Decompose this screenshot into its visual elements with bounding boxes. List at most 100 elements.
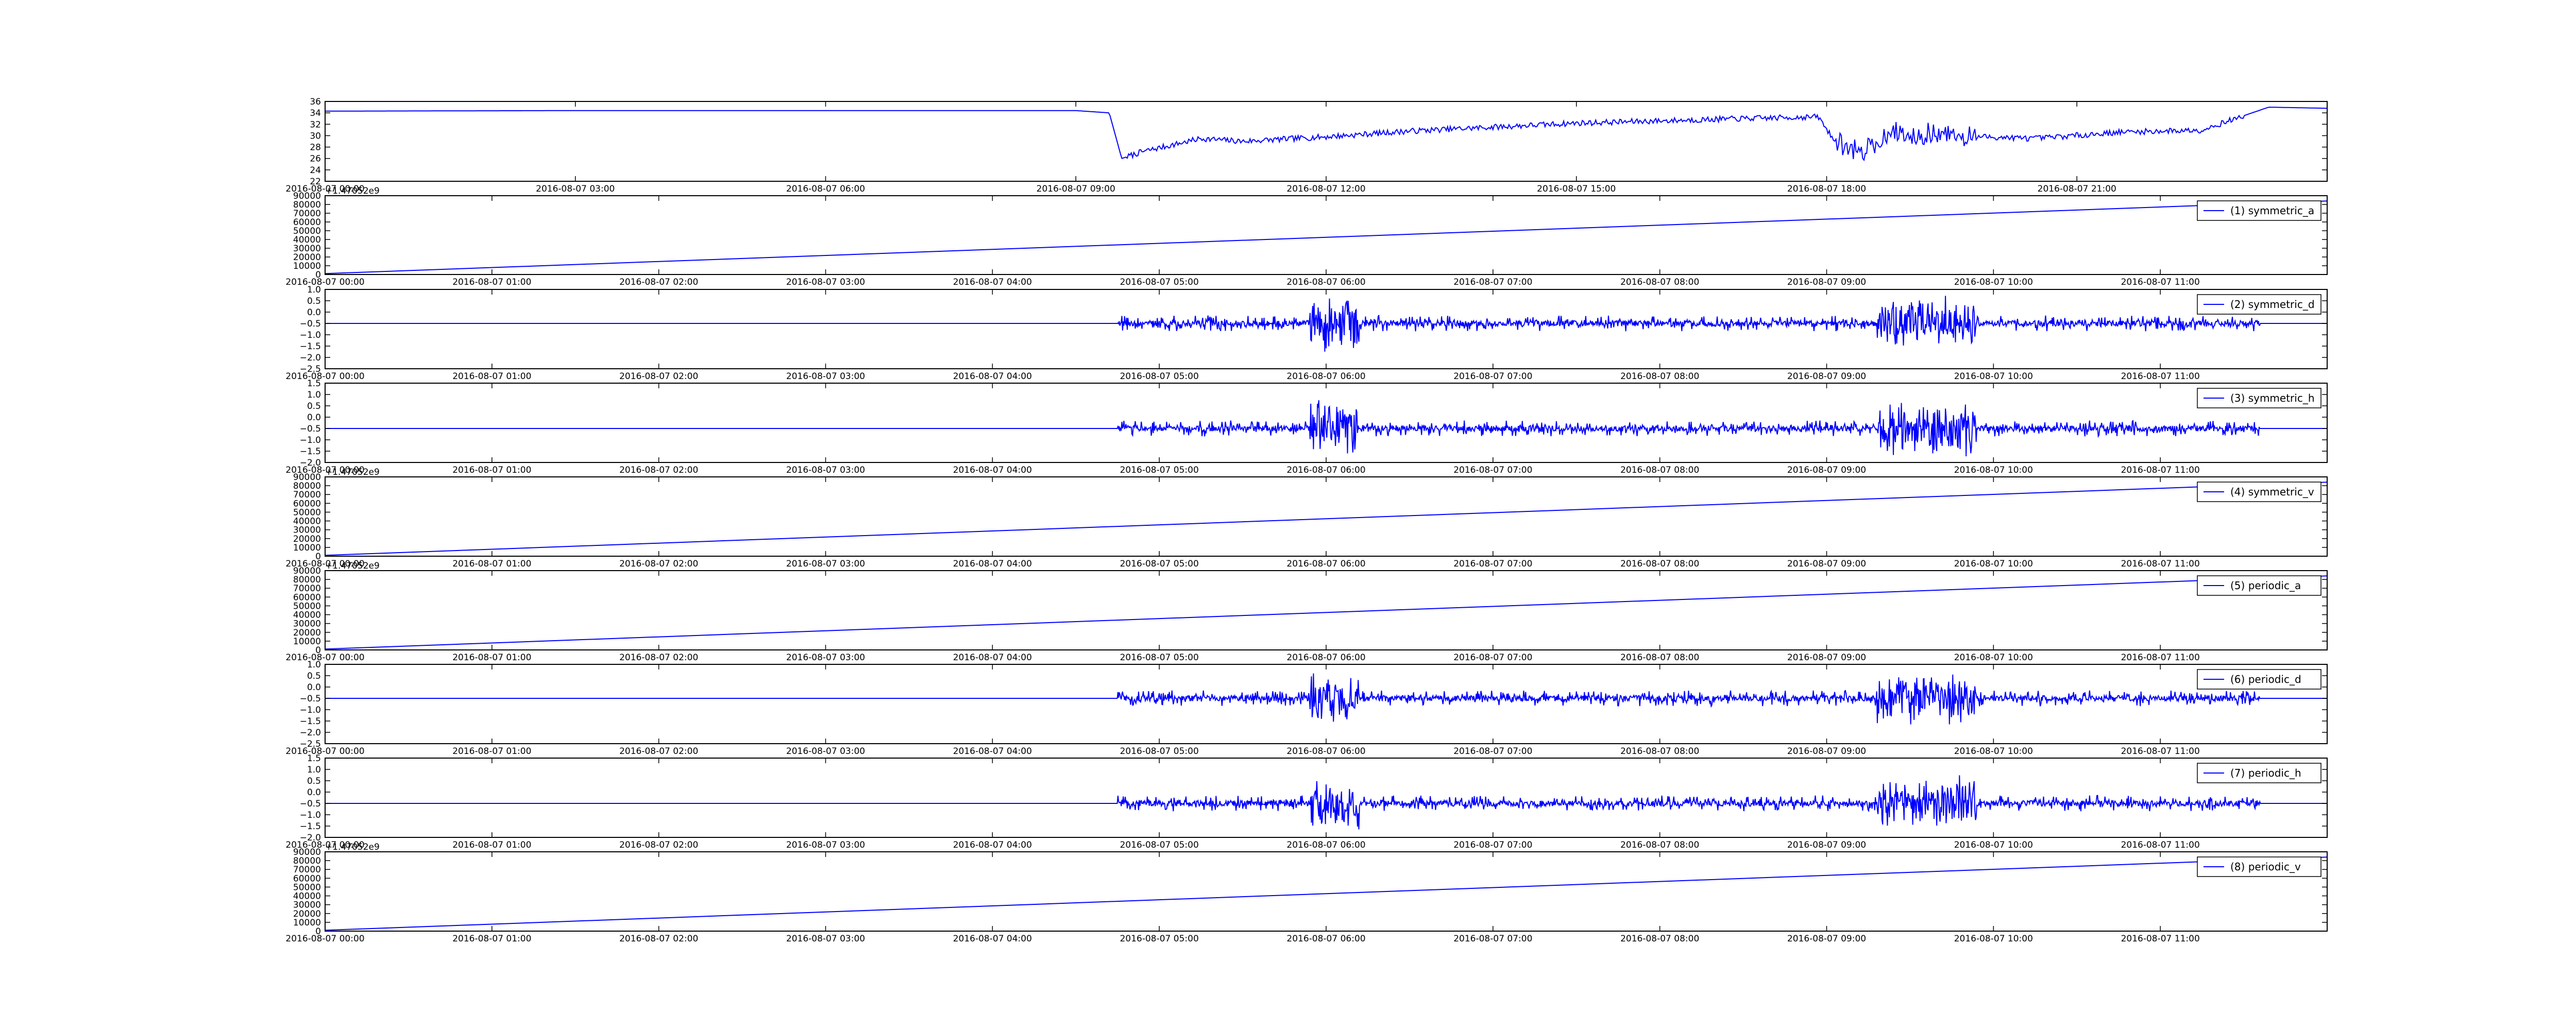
x-tick-label: 2016-08-07 04:00 — [953, 840, 1032, 850]
x-tick-label: 2016-08-07 01:00 — [452, 277, 531, 287]
y-tick-label: 10000 — [293, 637, 321, 647]
y-tick-label: 24 — [310, 165, 321, 176]
x-tick-label: 2016-08-07 00:00 — [285, 371, 364, 382]
x-tick-label: 2016-08-07 11:00 — [2121, 371, 2200, 382]
x-tick-label: 2016-08-07 01:00 — [452, 465, 531, 475]
series-line — [325, 775, 2327, 830]
x-tick-label: 2016-08-07 11:00 — [2121, 465, 2200, 475]
y-tick-label: 90000 — [293, 191, 321, 201]
x-tick-label: 2016-08-07 09:00 — [1787, 371, 1866, 382]
x-tick-label: 2016-08-07 03:00 — [786, 371, 865, 382]
x-tick-label: 2016-08-07 09:00 — [1787, 934, 1866, 944]
x-tick-label: 2016-08-07 02:00 — [619, 934, 698, 944]
y-tick-label: 28 — [310, 143, 321, 153]
x-tick-label: 2016-08-07 03:00 — [786, 559, 865, 569]
y-tick-label: 90000 — [293, 847, 321, 857]
x-tick-label: 2016-08-07 02:00 — [619, 559, 698, 569]
legend-label: (1) symmetric_a — [2230, 204, 2314, 217]
y-tick-label: 70000 — [293, 583, 321, 594]
x-tick-label: 2016-08-07 07:00 — [1453, 371, 1532, 382]
chart-panel: −2.5−2.0−1.5−1.0−0.50.00.51.0 2016-08-07 … — [285, 285, 2328, 382]
x-tick-label: 2016-08-07 00:00 — [285, 746, 364, 757]
y-tick-label: 60000 — [293, 217, 321, 228]
legend: (4) symmetric_v — [2197, 482, 2321, 502]
legend: (7) periodic_h — [2197, 763, 2321, 783]
x-tick-label: 2016-08-07 04:00 — [953, 559, 1032, 569]
y-tick-label: 0.5 — [307, 401, 321, 411]
y-tick-label: −0.5 — [300, 319, 321, 329]
y-tick-label: 30000 — [293, 900, 321, 911]
x-tick-label: 2016-08-07 05:00 — [1120, 653, 1199, 663]
y-tick-label: 90000 — [293, 566, 321, 576]
x-tick-label: 2016-08-07 00:00 — [285, 277, 364, 287]
x-tick-label: 2016-08-07 08:00 — [1620, 934, 1699, 944]
chart-panel: −2.0−1.5−1.0−0.50.00.51.01.5 2016-08-07 0… — [285, 753, 2328, 850]
y-tick-label: 0.5 — [307, 671, 321, 681]
x-tick-label: 2016-08-07 06:00 — [1286, 465, 1365, 475]
x-tick-label: 2016-08-07 09:00 — [1037, 184, 1115, 194]
y-tick-label: 20000 — [293, 534, 321, 544]
x-tick-label: 2016-08-07 01:00 — [452, 371, 531, 382]
y-tick-label: 80000 — [293, 856, 321, 866]
y-tick-label: 60000 — [293, 873, 321, 884]
y-tick-label: 20000 — [293, 628, 321, 638]
chart-panel: −2.5−2.0−1.5−1.0−0.50.00.51.0 2016-08-07 … — [285, 660, 2328, 757]
y-tick-label: 1.5 — [307, 753, 321, 764]
series-line — [325, 856, 2327, 931]
series-line — [325, 400, 2327, 457]
x-tick-label: 2016-08-07 03:00 — [786, 840, 865, 850]
y-tick-label: −2.0 — [300, 353, 321, 363]
y-tick-label: 22 — [310, 177, 321, 187]
y-tick-label: 0 — [315, 645, 321, 656]
x-tick-label: 2016-08-07 01:00 — [452, 653, 531, 663]
x-tick-label: 2016-08-07 05:00 — [1120, 840, 1199, 850]
y-tick-label: −2.0 — [300, 833, 321, 843]
x-tick-label: 2016-08-07 08:00 — [1620, 559, 1699, 569]
y-tick-label: 20000 — [293, 909, 321, 919]
x-tick-label: 2016-08-07 08:00 — [1620, 746, 1699, 757]
series-line — [325, 575, 2327, 650]
legend: (2) symmetric_d — [2197, 294, 2321, 315]
chart-panel: 0100002000030000400005000060000700008000… — [285, 186, 2328, 287]
y-tick-label: 30000 — [293, 525, 321, 536]
x-tick-label: 2016-08-07 02:00 — [619, 371, 698, 382]
y-tick-label: 36 — [310, 97, 321, 107]
x-tick-label: 2016-08-07 11:00 — [2121, 277, 2200, 287]
y-tick-label: −1.5 — [300, 716, 321, 727]
y-tick-label: 10000 — [293, 918, 321, 928]
x-tick-label: 2016-08-07 11:00 — [2121, 559, 2200, 569]
x-tick-label: 2016-08-07 10:00 — [1954, 371, 2033, 382]
y-tick-label: 30000 — [293, 619, 321, 629]
x-tick-label: 2016-08-07 10:00 — [1954, 653, 2033, 663]
x-tick-label: 2016-08-07 10:00 — [1954, 559, 2033, 569]
x-tick-label: 2016-08-07 11:00 — [2121, 934, 2200, 944]
legend-label: (3) symmetric_h — [2230, 392, 2315, 404]
x-tick-label: 2016-08-07 11:00 — [2121, 653, 2200, 663]
x-tick-label: 2016-08-07 08:00 — [1620, 277, 1699, 287]
series-line — [325, 107, 2327, 162]
y-tick-label: 26 — [310, 154, 321, 164]
x-tick-label: 2016-08-07 02:00 — [619, 465, 698, 475]
x-tick-label: 2016-08-07 04:00 — [953, 653, 1032, 663]
x-tick-label: 2016-08-07 02:00 — [619, 277, 698, 287]
y-tick-label: 60000 — [293, 592, 321, 603]
x-tick-label: 2016-08-07 01:00 — [452, 559, 531, 569]
x-tick-label: 2016-08-07 10:00 — [1954, 746, 2033, 757]
y-tick-label: −0.5 — [300, 799, 321, 809]
x-tick-label: 2016-08-07 03:00 — [536, 184, 615, 194]
chart-panel: 0100002000030000400005000060000700008000… — [285, 467, 2328, 569]
x-tick-label: 2016-08-07 09:00 — [1787, 465, 1866, 475]
y-tick-label: 90000 — [293, 472, 321, 483]
x-tick-label: 2016-08-07 04:00 — [953, 934, 1032, 944]
x-tick-label: 2016-08-07 00:00 — [285, 465, 364, 475]
y-tick-label: 50000 — [293, 507, 321, 518]
x-tick-label: 2016-08-07 10:00 — [1954, 934, 2033, 944]
y-tick-label: 1.0 — [307, 390, 321, 400]
y-tick-label: −1.0 — [300, 705, 321, 715]
x-tick-label: 2016-08-07 18:00 — [1787, 184, 1866, 194]
x-tick-label: 2016-08-07 09:00 — [1787, 746, 1866, 757]
x-tick-label: 2016-08-07 04:00 — [953, 465, 1032, 475]
y-tick-label: 0.0 — [307, 413, 321, 423]
y-tick-label: 34 — [310, 108, 321, 118]
x-tick-label: 2016-08-07 07:00 — [1453, 465, 1532, 475]
